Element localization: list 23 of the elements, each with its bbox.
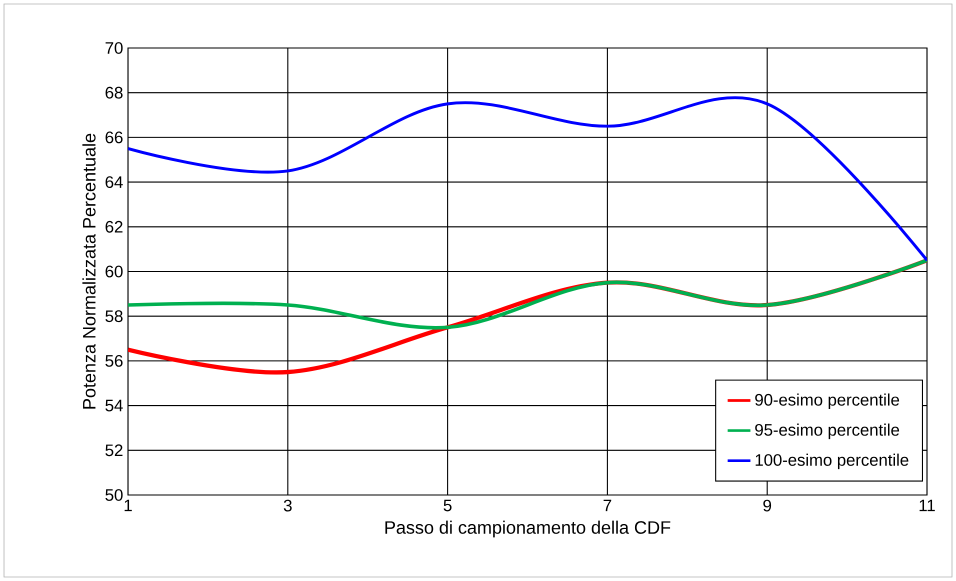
y-tick-label: 54 xyxy=(105,400,123,412)
x-tick-label: 9 xyxy=(763,500,772,512)
y-tick-label: 62 xyxy=(106,220,122,233)
x-tick-label: 11 xyxy=(920,500,935,512)
y-tick-label: 66 xyxy=(106,132,123,144)
y-tick-label: 56 xyxy=(105,355,123,367)
legend-label: 95-esimo percentile xyxy=(755,424,900,440)
x-axis-title: Passo di campionamento della CDF xyxy=(385,520,670,538)
x-tick-label: 5 xyxy=(444,500,452,512)
x-tick-label: 7 xyxy=(604,500,612,512)
y-tick-label: 70 xyxy=(106,42,123,54)
y-tick-label: 64 xyxy=(106,176,123,188)
y-tick-label: 60 xyxy=(106,266,123,278)
y-tick-label: 50 xyxy=(105,489,123,501)
x-tick-label: 3 xyxy=(284,500,292,512)
y-axis-title: Potenza Normalizzata Percentuale xyxy=(82,134,96,409)
legend-label: 100-esimo percentile xyxy=(756,454,908,470)
y-tick-label: 52 xyxy=(105,444,122,456)
y-tick-label: 58 xyxy=(105,310,123,322)
legend-label: 90-esimo percentile xyxy=(755,393,900,410)
y-tick-label: 68 xyxy=(106,86,123,99)
line-series xyxy=(128,258,927,330)
x-tick-label: 1 xyxy=(124,500,132,512)
